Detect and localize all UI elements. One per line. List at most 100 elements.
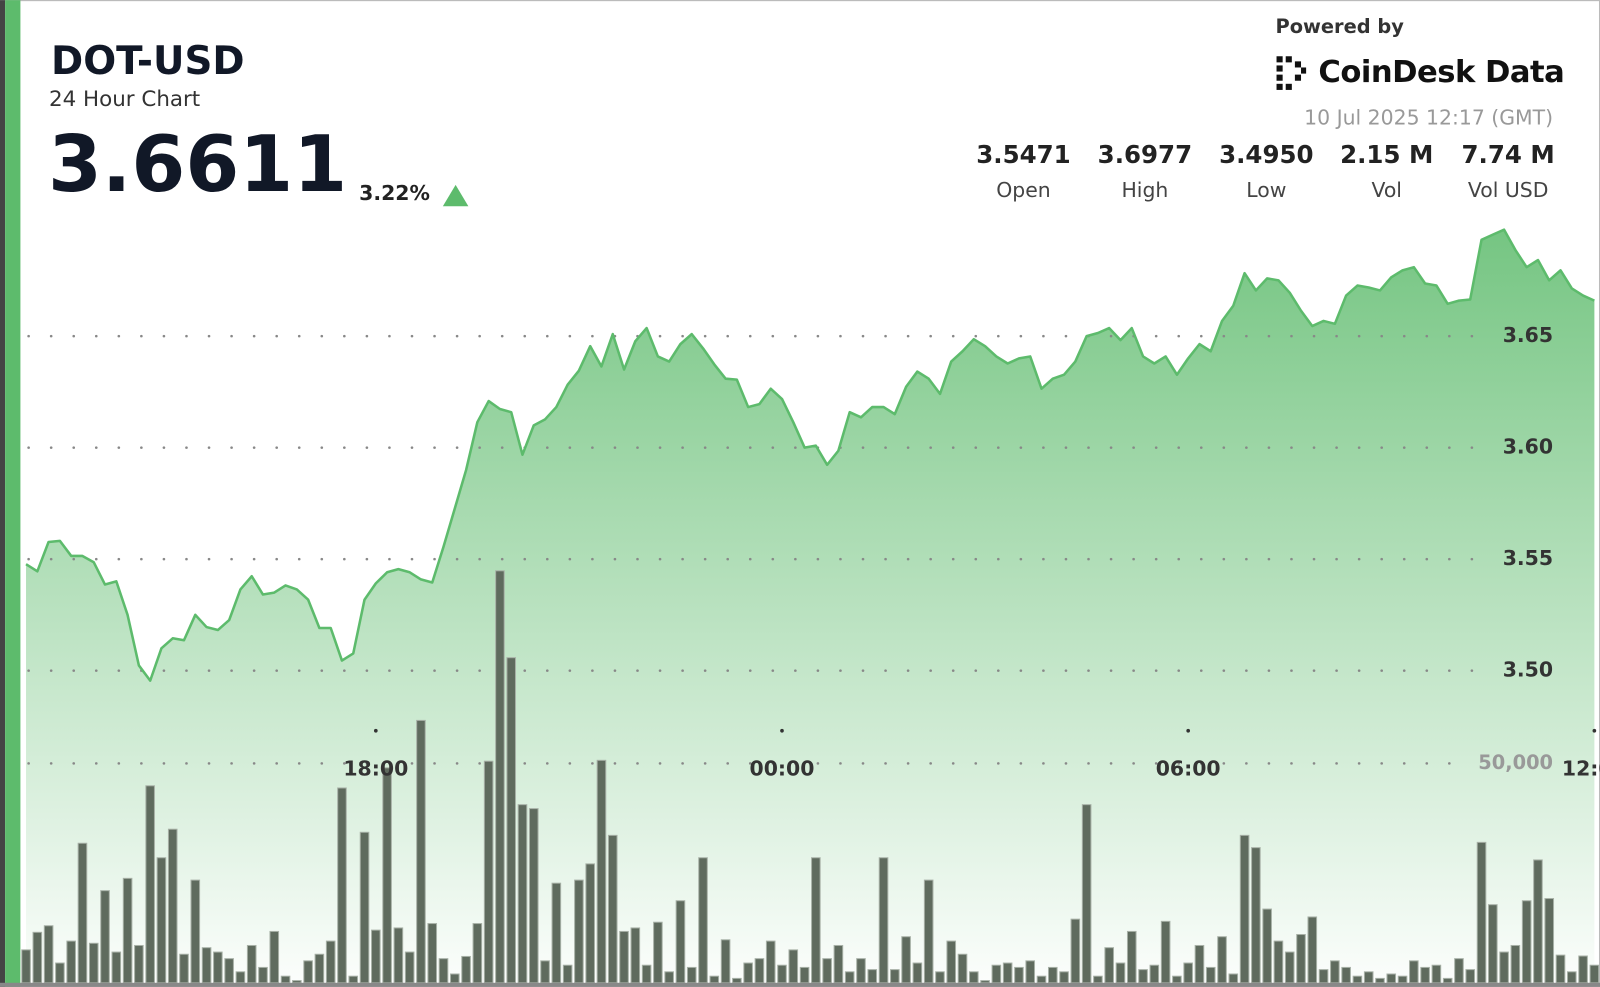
volume-bar bbox=[664, 971, 674, 984]
stat-label: High bbox=[1121, 178, 1168, 202]
volume-bar bbox=[66, 940, 76, 984]
volume-bar bbox=[1296, 934, 1306, 984]
volume-bar bbox=[258, 966, 268, 984]
volume-bar bbox=[21, 949, 31, 984]
volume-bar bbox=[1488, 904, 1498, 984]
volume-bar bbox=[179, 953, 189, 984]
volume-bar bbox=[1341, 966, 1351, 984]
volume-bar bbox=[517, 804, 528, 984]
volume-bar bbox=[833, 944, 844, 984]
volume-bar bbox=[483, 760, 494, 984]
volume-bar bbox=[890, 969, 900, 984]
volume-bar bbox=[1352, 975, 1363, 984]
volume-bar bbox=[935, 971, 945, 984]
volume-bar bbox=[1454, 958, 1464, 984]
volume-bar bbox=[314, 953, 325, 984]
volume-bar bbox=[743, 962, 753, 984]
stat-label: Low bbox=[1246, 178, 1286, 202]
stat-value: 2.15 M bbox=[1340, 140, 1433, 169]
volume-bar bbox=[235, 971, 246, 984]
stat-value: 3.4950 bbox=[1219, 140, 1313, 169]
brand: CoinDesk Data bbox=[1318, 55, 1564, 90]
subtitle: 24 Hour Chart bbox=[49, 87, 200, 112]
volume-bar bbox=[1318, 969, 1329, 984]
volume-bar bbox=[246, 944, 257, 984]
x-tick bbox=[1186, 728, 1191, 733]
x-tick-label: 00:00 bbox=[750, 757, 815, 781]
volume-bar bbox=[1442, 977, 1453, 984]
stat-label: Vol USD bbox=[1468, 178, 1549, 202]
accent-strip bbox=[5, 0, 21, 987]
volume-bar bbox=[698, 857, 708, 984]
volume-bar bbox=[213, 951, 223, 984]
volume-bar bbox=[1555, 954, 1566, 984]
volume-bar bbox=[754, 958, 765, 984]
volume-bar bbox=[1589, 964, 1600, 984]
volume-bar bbox=[1510, 944, 1521, 984]
volume-layer bbox=[21, 570, 1600, 984]
volume-bar bbox=[799, 966, 810, 984]
volume-bar bbox=[732, 977, 742, 984]
volume-bar bbox=[619, 930, 629, 984]
stat-label: Open bbox=[996, 178, 1050, 202]
volume-bar bbox=[1217, 936, 1227, 984]
volume-bar bbox=[1239, 834, 1250, 984]
volume-bar bbox=[562, 964, 573, 984]
volume-bar bbox=[201, 947, 212, 984]
volume-bar bbox=[923, 879, 934, 984]
volume-bar bbox=[528, 808, 539, 984]
volume-bar bbox=[844, 971, 855, 984]
stat-label: Vol bbox=[1371, 178, 1402, 202]
label-layer: 3.50 3.55 3.60 3.65 50,000 18:00 00:00 06:00 12:… bbox=[343, 323, 1600, 780]
volume-bar bbox=[607, 834, 618, 984]
volume-bar bbox=[822, 958, 832, 984]
volume-bar bbox=[280, 975, 291, 984]
volume-bar bbox=[1025, 960, 1036, 984]
brand-logo bbox=[1276, 56, 1307, 90]
volume-bar bbox=[1420, 966, 1430, 984]
line-layer bbox=[25, 228, 1595, 682]
volume-bar bbox=[224, 958, 234, 984]
y-tick-label: 3.55 bbox=[1503, 546, 1553, 570]
volume-bar bbox=[55, 962, 65, 984]
volume-bar bbox=[1330, 960, 1340, 984]
volume-bar bbox=[167, 828, 178, 984]
volume-bar bbox=[630, 927, 641, 984]
stat-value: 7.74 M bbox=[1462, 140, 1555, 169]
volume-bar bbox=[1476, 841, 1487, 984]
volume-bar bbox=[472, 923, 483, 984]
up-arrow bbox=[442, 184, 469, 207]
volume-bar bbox=[675, 900, 686, 984]
volume-bar bbox=[574, 879, 584, 984]
volume-bar bbox=[1284, 951, 1295, 984]
volume-bar bbox=[991, 964, 1002, 984]
y-tick-label: 3.60 bbox=[1503, 435, 1553, 459]
volume-bar bbox=[1138, 969, 1148, 984]
volume-bar bbox=[867, 969, 878, 984]
volume-bar bbox=[1578, 955, 1588, 984]
volume-bar bbox=[811, 857, 821, 984]
price-line bbox=[25, 228, 1595, 682]
volume-bar bbox=[540, 960, 550, 984]
volume-bar bbox=[461, 955, 471, 984]
x-tick-label: 18:00 bbox=[343, 757, 408, 781]
volume-bar bbox=[1104, 947, 1114, 984]
volume-bar bbox=[1115, 962, 1126, 984]
volume-bar bbox=[1397, 975, 1408, 984]
stat-value: 3.5471 bbox=[976, 140, 1070, 169]
volume-bar bbox=[1093, 975, 1103, 984]
volume-bar bbox=[980, 980, 990, 984]
volume-bar bbox=[404, 951, 415, 984]
volume-bar bbox=[303, 960, 313, 984]
stat-value: 3.6977 bbox=[1098, 140, 1192, 169]
volume-bar bbox=[1149, 964, 1160, 984]
grid-layer bbox=[27, 334, 1494, 765]
volume-bar bbox=[382, 767, 392, 984]
powered-by: Powered by bbox=[1276, 15, 1405, 38]
volume-bar bbox=[348, 975, 359, 984]
volume-bar bbox=[1307, 916, 1318, 984]
volume-bar bbox=[269, 930, 280, 984]
volume-bar bbox=[901, 936, 911, 984]
